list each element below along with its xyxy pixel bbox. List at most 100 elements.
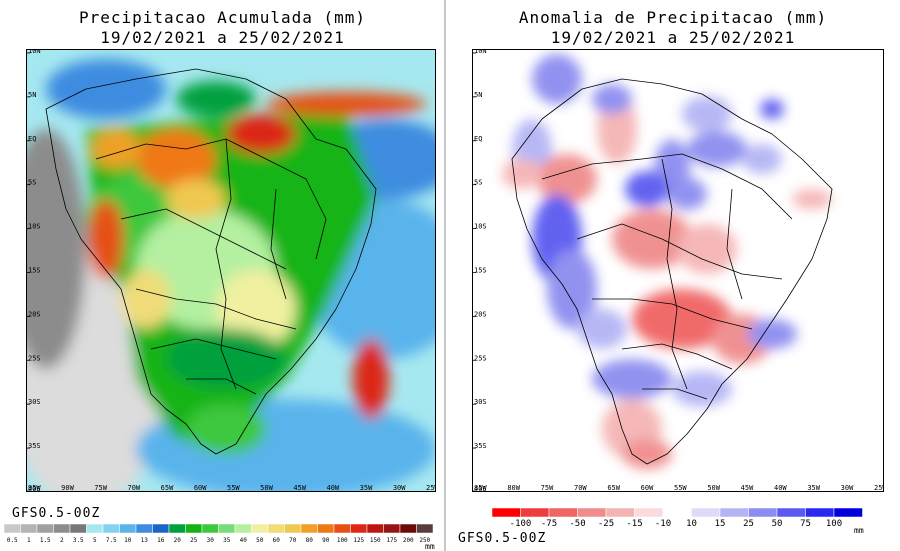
- latitude-tick-label: 10N: [28, 49, 41, 55]
- colorbar-label: 75: [800, 519, 811, 529]
- colorbar-segment: [20, 523, 38, 534]
- colorbar-segment: [634, 507, 664, 518]
- longitude-tick-label: 40W: [774, 484, 787, 492]
- model-label: GFS0.5-00Z: [12, 506, 101, 521]
- colorbar-segment: [201, 523, 219, 534]
- colorbar-segment: [662, 507, 692, 518]
- colorbar-segment: [185, 523, 203, 534]
- colorbar-label: 13: [141, 537, 149, 544]
- longitude-tick-label: 75W: [94, 484, 107, 492]
- colorbar-label: 90: [322, 537, 330, 544]
- longitude-tick-label: 45W: [741, 484, 754, 492]
- latitude-tick-label: 10S: [28, 223, 41, 231]
- colorbar-label: 30: [207, 537, 215, 544]
- colorbar-segment: [748, 507, 778, 518]
- latitude-tick-label: 35S: [28, 442, 41, 450]
- colorbar-segment: [416, 523, 434, 534]
- colorbar-segment: [284, 523, 302, 534]
- colorbar-segment: [3, 523, 21, 534]
- latitude-tick-label: 20S: [28, 310, 41, 318]
- colorbar-label: 100: [337, 537, 348, 544]
- longitude-tick-label: 60W: [194, 484, 207, 492]
- colorbar-label: 175: [386, 537, 397, 544]
- colorbar-segment: [86, 523, 104, 534]
- colorbar-label: 16: [157, 537, 165, 544]
- map-title: Anomalia de Precipitacao (mm): [518, 8, 828, 27]
- latitude-tick-label: 10S: [474, 223, 487, 231]
- longitude-tick-label: 90W: [61, 484, 74, 492]
- colorbar-label: 250: [419, 537, 430, 544]
- colorbar-segment: [366, 523, 384, 534]
- colorbar-label: -100: [510, 519, 532, 529]
- colorbar-segment: [234, 523, 252, 534]
- colorbar-label: 2: [60, 537, 64, 544]
- colorbar-label: 200: [403, 537, 414, 544]
- colorbar-label: 35: [223, 537, 231, 544]
- colorbar-label: 20: [174, 537, 182, 544]
- longitude-tick-label: 55W: [674, 484, 687, 492]
- colorbar-label: 70: [289, 537, 297, 544]
- latitude-tick-label: 15S: [474, 267, 487, 275]
- colorbar-segment: [36, 523, 54, 534]
- colorbar-segment: [267, 523, 285, 534]
- map-date-range: 19/02/2021 a 25/02/2021: [100, 28, 345, 47]
- colorbar-label: -75: [541, 519, 557, 529]
- latitude-tick-label: 40S: [28, 485, 41, 492]
- colorbar-segment: [605, 507, 635, 518]
- colorbar-segment: [833, 507, 863, 518]
- panel-divider: [444, 0, 446, 551]
- longitude-tick-label: 60W: [641, 484, 654, 492]
- longitude-tick-label: 80W: [507, 484, 520, 492]
- colorbar-label: 10: [686, 519, 697, 529]
- unit-label: mm: [425, 542, 435, 551]
- colorbar-label: 15: [715, 519, 726, 529]
- longitude-tick-label: 50W: [707, 484, 720, 492]
- colorbar-segment: [300, 523, 318, 534]
- precipitation-anomaly-map: 10N 5N EQ 5S 10S 15S 20S 25S 30S 35S 40S 85W 80W 75W…: [472, 49, 884, 492]
- colorbar-segment: [520, 507, 550, 518]
- colorbar-label: 0.5: [7, 537, 18, 544]
- longitude-tick-label: 25W: [426, 484, 436, 492]
- longitude-tick-label: 40W: [327, 484, 340, 492]
- colorbar-segment: [69, 523, 87, 534]
- colorbar-segment: [805, 507, 835, 518]
- latitude-tick-label: 30S: [28, 398, 41, 406]
- colorbar-segment: [383, 523, 401, 534]
- latitude-tick-label: 25S: [474, 354, 487, 362]
- precipitation-colorbar: 0.5 1 1.5 2 3.5 5 7.5 10 13 16 20 25 30 35 40 50 60 70 80 9…: [3, 523, 434, 544]
- longitude-tick-label: 45W: [293, 484, 306, 492]
- colorbar-segment: [399, 523, 417, 534]
- colorbar-label: 25: [743, 519, 754, 529]
- longitude-tick-label: 95W: [28, 484, 41, 492]
- colorbar-label: 80: [306, 537, 314, 544]
- colorbar-label: 3.5: [73, 537, 84, 544]
- colorbar-label: 125: [353, 537, 364, 544]
- colorbar-segment: [53, 523, 71, 534]
- anomaly-colorbar: -100 -75 -50 -25 -15 -10 10 15 25 50 75 100: [491, 507, 863, 529]
- colorbar-label: 7.5: [106, 537, 117, 544]
- colorbar-segment: [333, 523, 351, 534]
- longitude-tick-label: 70W: [128, 484, 141, 492]
- colorbar-segment: [691, 507, 721, 518]
- latitude-tick-label: 5S: [474, 179, 482, 187]
- longitude-tick-label: 65W: [161, 484, 174, 492]
- longitude-tick-label: 85W: [474, 484, 487, 492]
- colorbar-segment: [218, 523, 236, 534]
- colorbar-label: -10: [655, 519, 671, 529]
- latitude-tick-label: 35S: [474, 442, 487, 450]
- colorbar-label: 50: [256, 537, 264, 544]
- colorbar-label: 60: [273, 537, 281, 544]
- map-date-range: 19/02/2021 a 25/02/2021: [550, 28, 796, 47]
- map-title: Precipitacao Acumulada (mm): [78, 8, 367, 27]
- longitude-tick-label: 70W: [574, 484, 587, 492]
- colorbar-label: -25: [598, 519, 614, 529]
- colorbar-label: 10: [124, 537, 132, 544]
- colorbar-label: 1.5: [40, 537, 51, 544]
- colorbar-label: 40: [240, 537, 248, 544]
- colorbar-segment: [102, 523, 120, 534]
- latitude-tick-label: EQ: [28, 135, 36, 143]
- accumulated-precipitation-map: 10N 5N EQ 5S 10S 15S 20S 25S 30S 35S 40S 95W 90W 75W…: [26, 49, 436, 492]
- colorbar-label: -15: [626, 519, 642, 529]
- longitude-tick-label: 35W: [807, 484, 820, 492]
- model-label: GFS0.5-00Z: [458, 531, 547, 546]
